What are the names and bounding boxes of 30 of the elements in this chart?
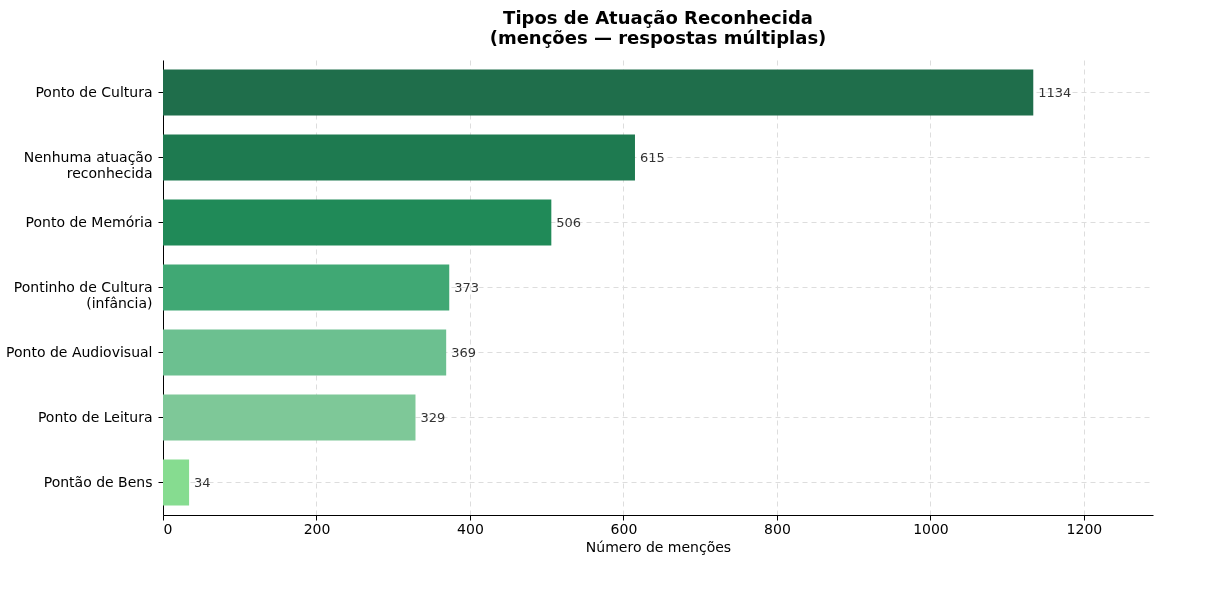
y-tick-label: Pontinho de Cultura (infância) <box>13 278 153 311</box>
bar <box>163 394 416 441</box>
data-label: 34 <box>194 474 211 490</box>
x-tick-label: 1000 <box>913 520 949 537</box>
x-tick-label: 800 <box>764 520 791 537</box>
chart-title: Tipos de Atuação Reconhecida (menções — respostas múltiplas) <box>489 7 827 48</box>
x-tick-label: 200 <box>303 520 331 537</box>
data-label: 1134 <box>1038 84 1072 100</box>
bar <box>163 264 450 311</box>
x-tick-label: 400 <box>457 520 484 537</box>
y-tick-label: Ponto de Cultura <box>35 83 153 100</box>
bar <box>163 459 190 506</box>
data-label: 369 <box>451 344 477 360</box>
x-axis-title: Número de menções <box>585 538 732 555</box>
bar <box>163 134 635 181</box>
x-tick-label: 1200 <box>1066 520 1103 537</box>
bar <box>163 69 1034 116</box>
data-label: 373 <box>454 279 480 295</box>
bar <box>163 199 552 246</box>
data-label: 506 <box>556 214 582 230</box>
y-tick-label: Ponto de Audiovisual <box>6 343 153 360</box>
y-tick-label: Ponto de Memória <box>25 213 153 230</box>
data-label: 615 <box>639 149 665 165</box>
x-tick-label: 0 <box>163 520 173 537</box>
x-tick-label: 600 <box>610 520 638 537</box>
y-tick-label: Pontão de Bens <box>43 473 153 490</box>
bar <box>163 329 447 376</box>
y-tick-label: Ponto de Leitura <box>37 408 153 425</box>
y-tick-label: Nenhuma atuação reconhecida <box>23 148 153 181</box>
data-label: 329 <box>420 409 446 425</box>
